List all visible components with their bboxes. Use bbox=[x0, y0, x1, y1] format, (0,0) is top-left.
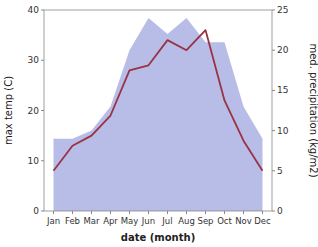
plot-frame bbox=[44, 10, 272, 211]
x-tick-label: May bbox=[121, 216, 139, 226]
precip-area bbox=[54, 18, 263, 211]
y2-tick-label: 15 bbox=[277, 85, 288, 95]
x-tick bbox=[53, 211, 54, 214]
y2-tick bbox=[272, 211, 275, 212]
y-tick bbox=[41, 110, 44, 111]
x-tick-label: Dec bbox=[254, 216, 271, 226]
x-tick bbox=[224, 211, 225, 214]
x-tick bbox=[205, 211, 206, 214]
x-tick-label: Aug bbox=[178, 216, 195, 226]
x-tick bbox=[167, 211, 168, 214]
x-tick-label: Feb bbox=[65, 216, 80, 226]
x-tick bbox=[148, 211, 149, 214]
y-tick bbox=[41, 211, 44, 212]
y2-tick-label: 25 bbox=[277, 5, 288, 15]
temp-line bbox=[54, 30, 263, 171]
y2-tick-label: 20 bbox=[277, 45, 289, 55]
y2-tick bbox=[272, 90, 275, 91]
chart-container: 0 10 20 30 40 0 5 10 15 20 25 Jan FebMarAprMayJun Jul… bbox=[0, 0, 318, 247]
x-tick-label: Mar bbox=[83, 216, 100, 226]
y2-axis-label: med. precipitation (kg/m2) bbox=[308, 43, 318, 177]
x-tick bbox=[110, 211, 111, 214]
x-tick bbox=[262, 211, 263, 214]
x-axis-label: date (month) bbox=[121, 232, 195, 243]
plot-area bbox=[54, 18, 263, 211]
y2-tick-label: 0 bbox=[277, 206, 283, 216]
x-tick bbox=[72, 211, 73, 214]
y-tick bbox=[41, 160, 44, 161]
y-tick bbox=[41, 60, 44, 61]
y-axis-label: max temp (C) bbox=[3, 76, 14, 145]
y2-tick-label: 5 bbox=[277, 166, 283, 176]
x-tick-label: Oct bbox=[217, 216, 232, 226]
y-tick-label: 30 bbox=[28, 55, 40, 65]
x-tick bbox=[91, 211, 92, 214]
y-tick-label: 40 bbox=[28, 5, 40, 15]
y-tick bbox=[41, 10, 44, 11]
x-tick-label: Sep bbox=[197, 216, 213, 226]
x-tick-label: Apr bbox=[103, 216, 118, 226]
y-tick-label: 0 bbox=[33, 206, 39, 216]
x-tick bbox=[186, 211, 187, 214]
x-tick-label: Jul bbox=[161, 216, 172, 226]
y2-tick bbox=[272, 50, 275, 51]
y-tick-label: 10 bbox=[28, 156, 40, 166]
y-tick-label: 20 bbox=[28, 106, 40, 116]
x-tick-label: Nov bbox=[235, 216, 252, 226]
y2-tick bbox=[272, 170, 275, 171]
x-tick-label: Jun bbox=[141, 216, 155, 226]
x-tick-label: Jan bbox=[46, 216, 60, 226]
y2-tick bbox=[272, 130, 275, 131]
x-tick bbox=[129, 211, 130, 214]
chart-svg: 0 10 20 30 40 0 5 10 15 20 25 Jan FebMarAprMayJun Jul… bbox=[0, 0, 318, 247]
y2-tick bbox=[272, 10, 275, 11]
y2-tick-label: 10 bbox=[277, 126, 289, 136]
x-tick bbox=[243, 211, 244, 214]
